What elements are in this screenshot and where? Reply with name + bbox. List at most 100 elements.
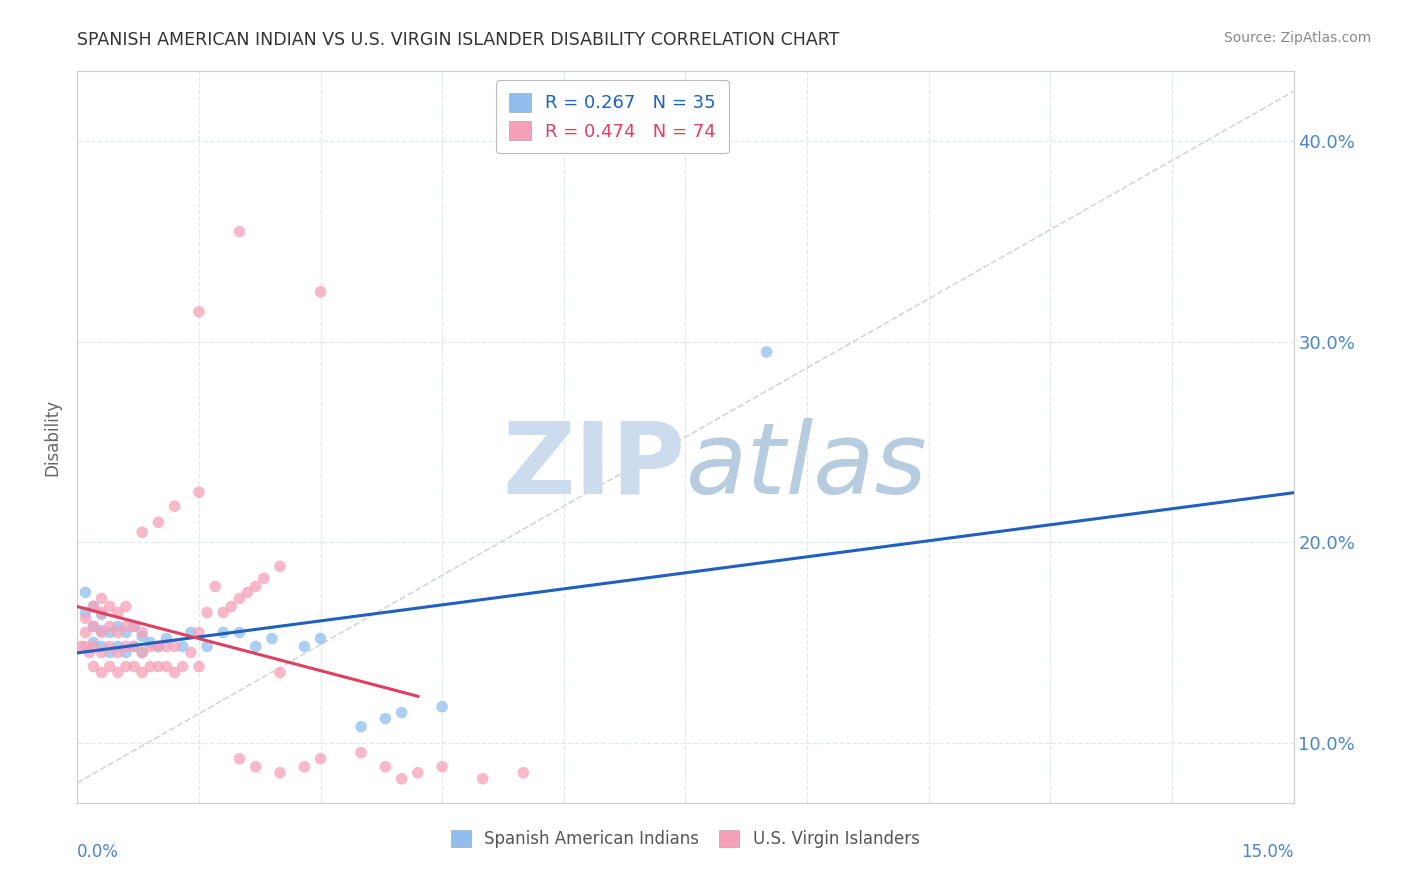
Point bbox=[309, 752, 332, 766]
Point bbox=[83, 619, 105, 633]
Point bbox=[245, 760, 267, 774]
Point bbox=[115, 659, 138, 673]
Point bbox=[172, 659, 194, 673]
Point bbox=[107, 640, 129, 654]
Point bbox=[163, 500, 186, 514]
Point bbox=[188, 659, 211, 673]
Point bbox=[195, 606, 218, 620]
Point bbox=[115, 640, 138, 654]
Point bbox=[221, 599, 243, 614]
Point bbox=[163, 640, 186, 654]
Point bbox=[180, 646, 202, 660]
Point bbox=[228, 625, 250, 640]
Point bbox=[90, 665, 112, 680]
Point bbox=[131, 665, 153, 680]
Point bbox=[406, 765, 429, 780]
Point bbox=[90, 625, 112, 640]
Point bbox=[188, 305, 211, 319]
Point bbox=[131, 646, 153, 660]
Point bbox=[83, 635, 105, 649]
Point bbox=[350, 746, 373, 760]
Point bbox=[228, 225, 250, 239]
Point bbox=[755, 345, 778, 359]
Point bbox=[228, 591, 250, 606]
Point bbox=[83, 659, 105, 673]
Point bbox=[83, 640, 105, 654]
Point bbox=[122, 640, 145, 654]
Legend: Spanish American Indians, U.S. Virgin Islanders: Spanish American Indians, U.S. Virgin Is… bbox=[443, 822, 928, 856]
Point bbox=[292, 760, 315, 774]
Point bbox=[374, 712, 396, 726]
Point bbox=[75, 606, 97, 620]
Point bbox=[269, 665, 291, 680]
Text: 15.0%: 15.0% bbox=[1241, 843, 1294, 861]
Point bbox=[260, 632, 283, 646]
Point bbox=[131, 525, 153, 540]
Point bbox=[98, 659, 121, 673]
Point bbox=[292, 640, 315, 654]
Point bbox=[139, 635, 162, 649]
Point bbox=[79, 646, 101, 660]
Text: ZIP: ZIP bbox=[502, 417, 686, 515]
Point bbox=[374, 760, 396, 774]
Point bbox=[122, 640, 145, 654]
Point bbox=[131, 630, 153, 644]
Point bbox=[253, 571, 276, 585]
Point bbox=[430, 760, 453, 774]
Point bbox=[98, 599, 121, 614]
Point bbox=[212, 606, 235, 620]
Point bbox=[148, 659, 170, 673]
Point bbox=[90, 607, 112, 622]
Point bbox=[70, 640, 93, 654]
Point bbox=[155, 640, 177, 654]
Point bbox=[115, 646, 138, 660]
Point bbox=[155, 659, 177, 673]
Point bbox=[98, 640, 121, 654]
Point bbox=[471, 772, 494, 786]
Text: Source: ZipAtlas.com: Source: ZipAtlas.com bbox=[1223, 31, 1371, 45]
Point bbox=[148, 515, 170, 529]
Point bbox=[131, 646, 153, 660]
Point bbox=[83, 619, 105, 633]
Point bbox=[75, 611, 97, 625]
Text: 0.0%: 0.0% bbox=[77, 843, 120, 861]
Point bbox=[228, 752, 250, 766]
Point bbox=[115, 625, 138, 640]
Point bbox=[188, 625, 211, 640]
Point bbox=[155, 632, 177, 646]
Point bbox=[391, 706, 413, 720]
Point bbox=[148, 640, 170, 654]
Point bbox=[107, 665, 129, 680]
Point bbox=[148, 640, 170, 654]
Point bbox=[269, 559, 291, 574]
Point bbox=[122, 619, 145, 633]
Point bbox=[131, 625, 153, 640]
Text: atlas: atlas bbox=[686, 417, 927, 515]
Point bbox=[512, 765, 534, 780]
Point bbox=[391, 772, 413, 786]
Point bbox=[122, 619, 145, 633]
Point bbox=[98, 619, 121, 633]
Point bbox=[172, 640, 194, 654]
Point bbox=[195, 640, 218, 654]
Point bbox=[75, 625, 97, 640]
Y-axis label: Disability: Disability bbox=[44, 399, 62, 475]
Point bbox=[139, 659, 162, 673]
Point bbox=[204, 579, 226, 593]
Point bbox=[430, 699, 453, 714]
Point bbox=[309, 632, 332, 646]
Point bbox=[90, 591, 112, 606]
Point bbox=[236, 585, 259, 599]
Point bbox=[163, 665, 186, 680]
Point bbox=[245, 640, 267, 654]
Point bbox=[115, 599, 138, 614]
Point bbox=[245, 579, 267, 593]
Point bbox=[115, 619, 138, 633]
Point bbox=[83, 599, 105, 614]
Point bbox=[350, 720, 373, 734]
Point bbox=[180, 625, 202, 640]
Point bbox=[139, 640, 162, 654]
Point bbox=[269, 765, 291, 780]
Point bbox=[75, 640, 97, 654]
Point bbox=[90, 640, 112, 654]
